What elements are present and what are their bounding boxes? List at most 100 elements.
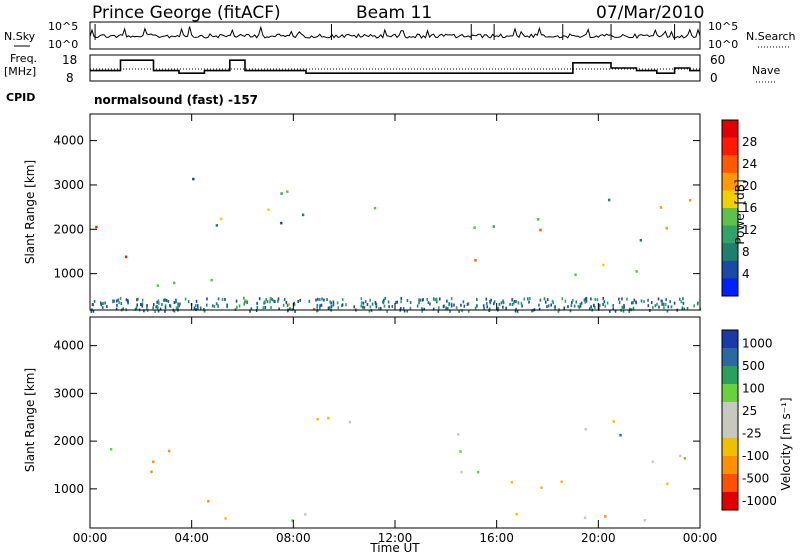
- power-cell-low: [421, 298, 424, 302]
- power-cell-low: [460, 303, 462, 307]
- power-cell-low: [445, 306, 447, 310]
- power-cell-low: [466, 302, 469, 306]
- power-cell-low: [330, 305, 333, 309]
- power-cell-low: [375, 305, 378, 309]
- power-colorbar: 28 24 20 16 12 8 4: [721, 119, 757, 297]
- velocity-cbar-swatch: [722, 456, 738, 475]
- power-cell-low: [569, 309, 572, 313]
- power-cell-low: [320, 303, 323, 307]
- power-cell-low: [570, 300, 573, 304]
- velocity-cell: [583, 516, 587, 520]
- power-cell-low: [164, 298, 166, 302]
- power-cell-low: [217, 304, 219, 308]
- velocity-cbar-tick: -25: [742, 427, 762, 441]
- velocity-cell: [584, 427, 587, 431]
- power-cell-low: [194, 304, 197, 308]
- power-cell-low: [476, 304, 478, 308]
- power-cell: [639, 238, 643, 242]
- velocity-panel-frame: [89, 316, 701, 529]
- velocity-cell: [207, 499, 210, 503]
- power-cell-low: [308, 299, 311, 303]
- power-cell-low: [369, 298, 372, 302]
- power-cell-low: [476, 297, 478, 301]
- power-cell-low: [678, 297, 681, 301]
- power-cbar-swatch: [722, 190, 738, 209]
- power-cell-low: [277, 297, 280, 301]
- power-cell: [124, 255, 128, 259]
- power-cell-low: [134, 307, 137, 311]
- power-cell-low: [409, 301, 412, 305]
- power-cell-low: [520, 301, 523, 305]
- power-cell-low: [455, 306, 458, 310]
- power-cell-low: [332, 300, 335, 304]
- power-cell-low: [177, 302, 179, 306]
- power-cell-low: [544, 300, 547, 304]
- power-cell-low: [378, 307, 380, 311]
- power-cell-low: [336, 301, 339, 305]
- power-cell-low: [427, 301, 430, 305]
- power-cell-low: [206, 297, 208, 301]
- power-cell-low: [647, 304, 650, 308]
- power-cell-low: [502, 301, 505, 305]
- power-cell-low: [437, 309, 440, 313]
- power-cell: [602, 263, 605, 267]
- power-cell-low: [203, 309, 206, 313]
- power-cell-low: [666, 309, 669, 313]
- power-cell-low: [682, 301, 685, 305]
- velocity-cbar-tick: 25: [742, 404, 757, 418]
- power-cell-low: [486, 305, 488, 309]
- power-cell-low: [567, 305, 569, 309]
- velocity-cell: [666, 482, 669, 486]
- power-cell-low: [664, 302, 667, 306]
- power-cell-low: [593, 304, 595, 308]
- power-cell-low: [647, 298, 649, 302]
- power-cell-low: [379, 307, 382, 311]
- power-cell-low: [436, 300, 438, 304]
- velocity-cbar-swatch: [722, 366, 738, 385]
- velocity-cell: [678, 454, 682, 458]
- power-cell-low: [323, 298, 325, 302]
- power-cell-low: [102, 301, 105, 305]
- power-cell-low: [621, 297, 623, 301]
- power-cell-low: [382, 301, 385, 305]
- power-cell-low: [199, 306, 202, 310]
- freq-panel-frame: [89, 54, 701, 82]
- power-cell-low: [270, 305, 272, 309]
- power-cell-low: [330, 301, 332, 305]
- power-cell-low: [264, 306, 267, 310]
- power-cell-low: [432, 297, 435, 301]
- power-cell-low: [509, 302, 511, 306]
- power-cell-low: [402, 307, 405, 311]
- power-cell-low: [375, 302, 378, 306]
- power-cell-low: [531, 309, 533, 313]
- power-cell-low: [269, 300, 271, 304]
- power-cell-low: [136, 303, 139, 307]
- power-cbar-tick: 24: [742, 157, 757, 171]
- power-cell-low: [489, 301, 492, 305]
- power-cell-low: [104, 301, 106, 305]
- power-cell-low: [177, 305, 179, 309]
- power-cell-low: [467, 309, 470, 313]
- power-cell-low: [136, 298, 138, 302]
- power-cell-low: [400, 306, 402, 310]
- power-cell: [287, 303, 290, 306]
- power-cell-low: [286, 303, 289, 307]
- power-cell-low: [145, 306, 148, 310]
- power-cell-low: [211, 304, 214, 308]
- power-cell-low: [152, 306, 154, 310]
- power-cell-low: [628, 309, 631, 313]
- power-cell: [280, 221, 283, 225]
- power-cell-low: [117, 298, 120, 302]
- power-cell-low: [602, 302, 604, 306]
- power-cell-low: [90, 309, 93, 313]
- power-cell-low: [271, 298, 274, 302]
- velocity-cell: [152, 460, 155, 464]
- power-cell-low: [551, 299, 554, 303]
- power-cell-low: [140, 302, 142, 306]
- power-cell-low: [164, 306, 167, 310]
- date-label: 07/Mar/2010: [596, 3, 704, 23]
- power-cbar-swatch: [722, 172, 738, 191]
- power-cell-low: [249, 309, 251, 313]
- velocity-cbar-swatch: [722, 474, 738, 493]
- velocity-cell: [604, 515, 607, 518]
